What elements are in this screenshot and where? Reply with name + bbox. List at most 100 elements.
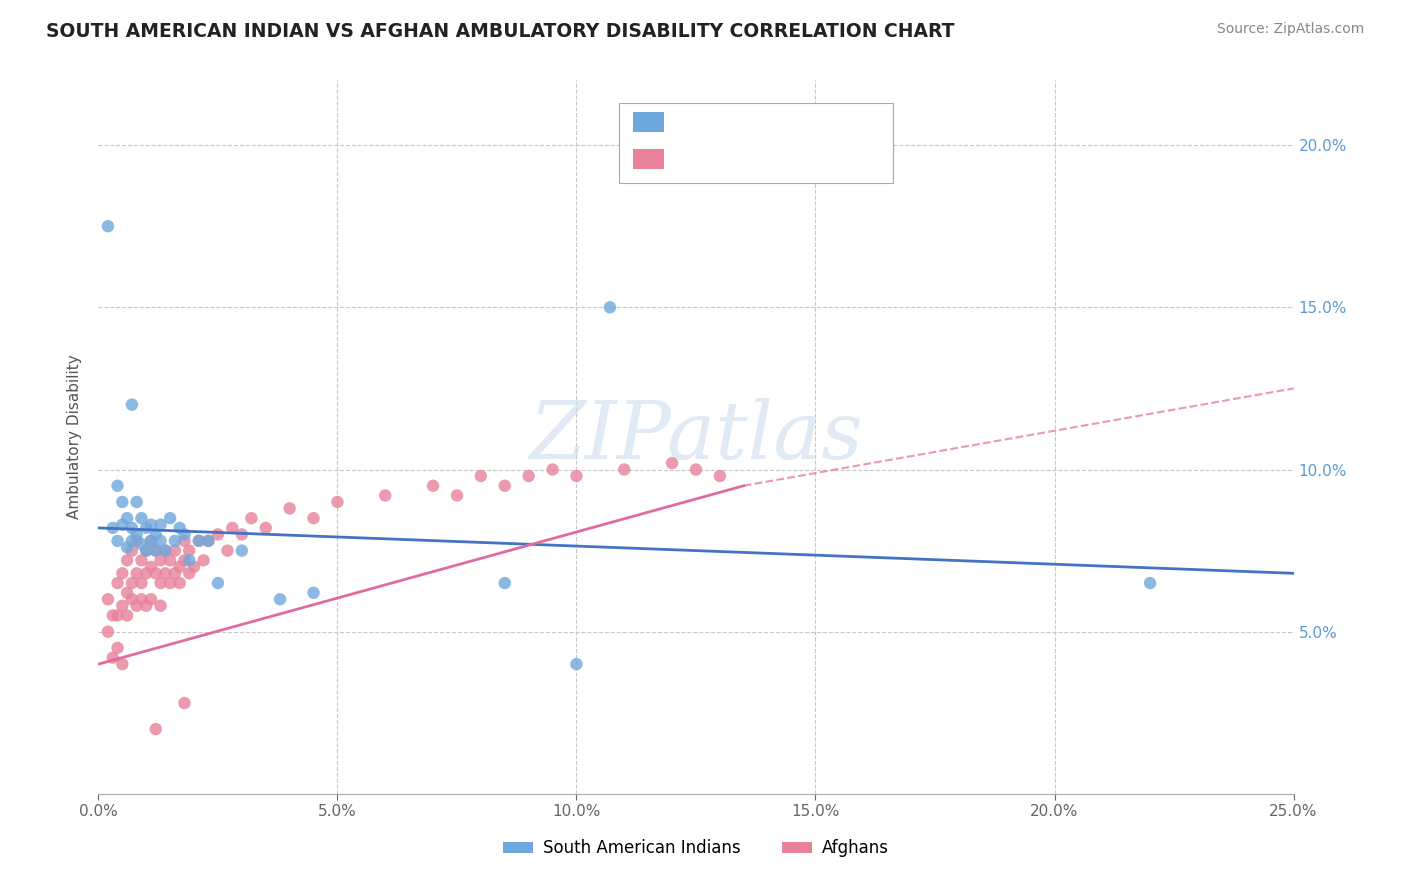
Point <box>121 521 143 535</box>
Point <box>193 553 215 567</box>
Point <box>565 657 588 672</box>
Point <box>131 592 153 607</box>
Point <box>613 462 636 476</box>
Point <box>179 566 201 581</box>
Point <box>135 543 157 558</box>
Point <box>179 543 201 558</box>
Point <box>446 488 468 502</box>
Point <box>149 533 172 548</box>
Point <box>541 462 564 476</box>
Point <box>139 592 162 607</box>
Point <box>326 495 349 509</box>
Point <box>121 533 143 548</box>
Point <box>121 576 143 591</box>
Point <box>115 586 138 600</box>
Point <box>231 527 253 541</box>
Point <box>139 517 162 532</box>
Point <box>155 543 177 558</box>
Point <box>302 511 325 525</box>
Point <box>155 543 177 558</box>
Point <box>125 495 148 509</box>
Point <box>197 533 219 548</box>
Point <box>131 576 153 591</box>
Point <box>107 640 129 655</box>
Point <box>159 553 181 567</box>
Point <box>125 533 148 548</box>
Point <box>173 553 195 567</box>
Point <box>207 576 229 591</box>
Point <box>131 537 153 551</box>
Point <box>599 301 621 315</box>
Point <box>173 533 195 548</box>
Point <box>269 592 291 607</box>
Point <box>97 592 120 607</box>
Point <box>97 624 120 639</box>
Point <box>101 521 124 535</box>
Point <box>145 527 167 541</box>
Point <box>149 576 172 591</box>
Point <box>139 533 162 548</box>
Point <box>517 469 540 483</box>
Point <box>494 479 516 493</box>
Point <box>179 553 201 567</box>
Point <box>374 488 396 502</box>
Point <box>159 511 181 525</box>
Point <box>470 469 492 483</box>
Point <box>254 521 277 535</box>
Point <box>107 533 129 548</box>
Point <box>101 650 124 665</box>
Point <box>207 527 229 541</box>
Point <box>494 576 516 591</box>
Point <box>111 599 134 613</box>
Point <box>163 566 186 581</box>
Legend: South American Indians, Afghans: South American Indians, Afghans <box>496 833 896 864</box>
Point <box>163 533 186 548</box>
Point <box>169 559 191 574</box>
Point <box>422 479 444 493</box>
Point <box>125 599 148 613</box>
Point <box>169 521 191 535</box>
Point <box>115 541 138 555</box>
Point <box>145 722 167 736</box>
Point <box>135 521 157 535</box>
Point <box>149 553 172 567</box>
Text: R = -0.061   N = 39: R = -0.061 N = 39 <box>675 113 865 131</box>
Text: R =  0.303   N = 72: R = 0.303 N = 72 <box>675 150 865 168</box>
Point <box>145 566 167 581</box>
Point <box>131 553 153 567</box>
Point <box>159 576 181 591</box>
Point <box>183 559 205 574</box>
Point <box>565 469 588 483</box>
Point <box>131 511 153 525</box>
Point <box>139 559 162 574</box>
Point <box>125 527 148 541</box>
Point <box>231 543 253 558</box>
Point <box>115 608 138 623</box>
Point <box>111 566 134 581</box>
Point <box>163 543 186 558</box>
Point <box>111 495 134 509</box>
Point <box>173 527 195 541</box>
Point <box>187 533 209 548</box>
Point <box>661 456 683 470</box>
Point <box>111 517 134 532</box>
Point <box>101 608 124 623</box>
Point <box>221 521 243 535</box>
Point <box>115 553 138 567</box>
Point <box>240 511 263 525</box>
Point <box>197 533 219 548</box>
Point <box>217 543 239 558</box>
Point <box>125 566 148 581</box>
Point <box>169 576 191 591</box>
Point <box>115 511 138 525</box>
Text: Source: ZipAtlas.com: Source: ZipAtlas.com <box>1216 22 1364 37</box>
Point <box>302 586 325 600</box>
Point <box>155 566 177 581</box>
Point <box>107 479 129 493</box>
Point <box>107 576 129 591</box>
Point <box>149 517 172 532</box>
Point <box>121 543 143 558</box>
Point <box>709 469 731 483</box>
Point <box>139 533 162 548</box>
Point <box>149 599 172 613</box>
